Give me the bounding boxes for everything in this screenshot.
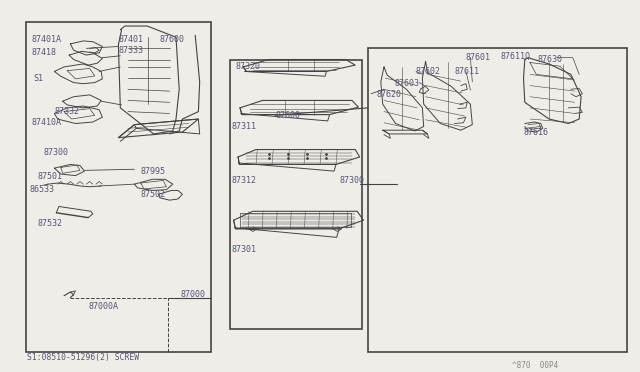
Text: 87603: 87603 <box>394 79 419 88</box>
Bar <box>26 22 211 352</box>
Text: 87000: 87000 <box>180 290 205 299</box>
Text: 87601: 87601 <box>466 53 491 62</box>
Text: 86533: 86533 <box>29 185 54 194</box>
Text: 87611Q: 87611Q <box>500 52 531 61</box>
Text: 87000A: 87000A <box>88 302 118 311</box>
Text: 87600: 87600 <box>275 111 300 120</box>
Text: 87401: 87401 <box>118 35 143 44</box>
Text: 87300: 87300 <box>44 148 68 157</box>
Text: 87616: 87616 <box>524 128 548 137</box>
Text: 87312: 87312 <box>232 176 257 185</box>
Text: 87401A: 87401A <box>32 35 62 44</box>
Text: 87300: 87300 <box>339 176 364 185</box>
Text: 87611: 87611 <box>454 67 479 76</box>
Text: 87630: 87630 <box>538 55 563 64</box>
Text: 87320: 87320 <box>236 62 260 71</box>
Text: ^870  00P4: ^870 00P4 <box>512 361 558 370</box>
Text: 87532: 87532 <box>37 219 62 228</box>
Text: 87410A: 87410A <box>32 118 62 127</box>
Text: 87501: 87501 <box>37 172 62 181</box>
Text: 87311: 87311 <box>232 122 257 131</box>
Text: 87301: 87301 <box>232 245 257 254</box>
Text: 87333: 87333 <box>118 46 143 55</box>
Bar <box>230 60 362 329</box>
Text: 87418: 87418 <box>32 48 57 57</box>
Text: 87620: 87620 <box>376 90 401 99</box>
Bar <box>368 48 627 352</box>
Text: S1:08510-51296(2) SCREW: S1:08510-51296(2) SCREW <box>27 353 139 362</box>
Text: 87332: 87332 <box>54 107 79 116</box>
Text: 87502: 87502 <box>141 190 166 199</box>
Text: 87602: 87602 <box>416 67 441 76</box>
Text: 87600: 87600 <box>160 35 185 44</box>
Text: 87995: 87995 <box>141 167 166 176</box>
Text: S1: S1 <box>33 74 44 83</box>
